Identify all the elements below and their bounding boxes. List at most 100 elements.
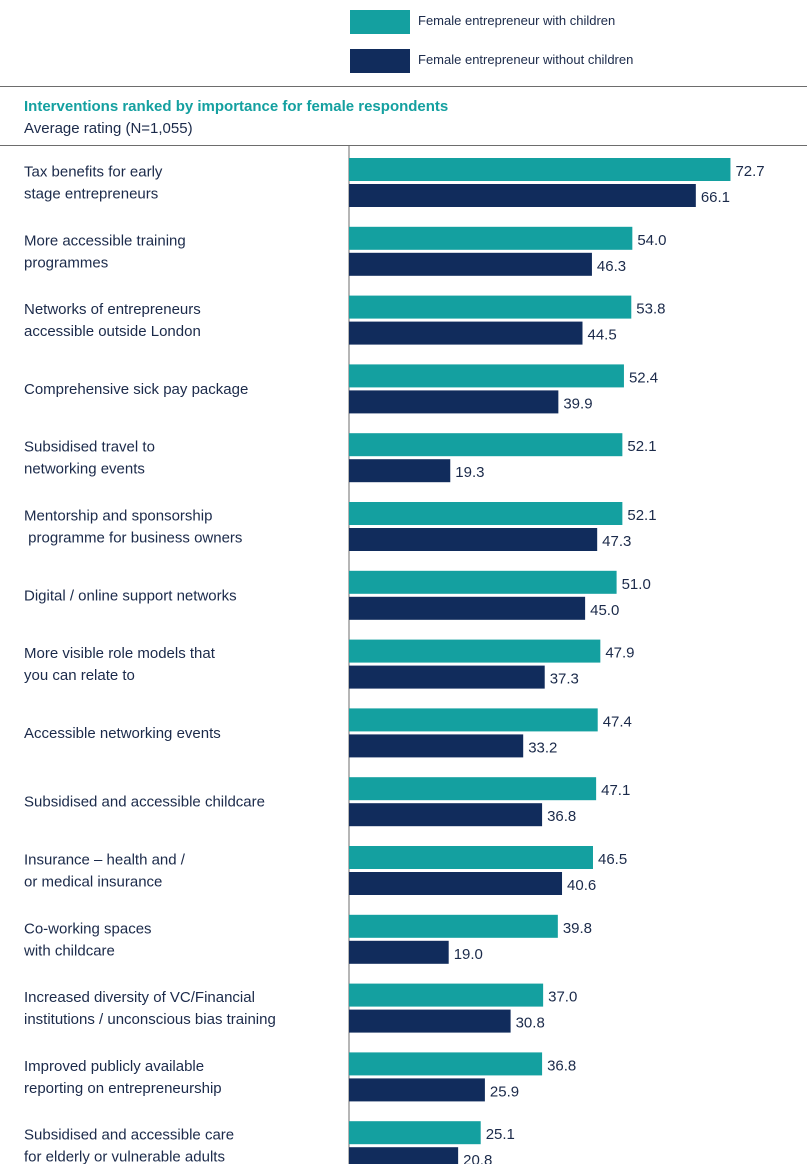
- bar-without-children: [349, 1147, 459, 1164]
- category-label-line: networking events: [24, 461, 145, 478]
- bar-without-children: [349, 1078, 485, 1102]
- category-label: Subsidised and accessible childcare: [24, 794, 265, 811]
- category-label-line: institutions / unconscious bias training: [24, 1011, 276, 1028]
- bar-without-children: [349, 596, 586, 620]
- data-label: 47.4: [603, 713, 632, 730]
- category-label: Subsidised travel to networking events: [24, 439, 155, 478]
- data-label: 39.9: [563, 395, 592, 412]
- category-label: Insurance – health and / or medical insur…: [24, 852, 186, 891]
- bar-with-children: [349, 639, 601, 663]
- category-label: Networks of entrepreneurs accessible outs…: [24, 301, 201, 340]
- data-label: 66.1: [701, 189, 730, 206]
- category-label-line: stage entrepreneurs: [24, 186, 158, 203]
- data-label: 46.5: [598, 851, 627, 868]
- category-label: Tax benefits for early stage entrepreneur…: [24, 164, 163, 203]
- category-label: Comprehensive sick pay package: [24, 381, 248, 398]
- data-label: 47.9: [605, 645, 634, 662]
- legend-label-without-children: Female entrepreneur without children: [418, 52, 634, 67]
- category-label-line: Tax benefits for early: [24, 164, 163, 181]
- bar-without-children: [349, 184, 696, 207]
- category-label-line: Subsidised and accessible childcare: [24, 794, 265, 811]
- bar-with-children: [349, 708, 598, 732]
- category-label: More visible role models that you can rel…: [24, 645, 216, 684]
- data-label: 25.9: [490, 1083, 519, 1100]
- category-label-line: Subsidised and accessible care: [24, 1127, 234, 1144]
- data-label: 52.1: [627, 507, 656, 524]
- legend-swatch-without-children: [350, 49, 410, 73]
- header-divider: [0, 145, 807, 146]
- bar-with-children: [349, 433, 623, 457]
- bar-with-children: [349, 983, 544, 1007]
- data-label: 52.4: [629, 369, 658, 386]
- bar-without-children: [349, 803, 543, 827]
- data-label: 46.3: [597, 258, 626, 275]
- data-label: 52.1: [627, 438, 656, 455]
- chart-subtitle: Average rating (N=1,055): [24, 120, 193, 137]
- category-label: More accessible training programmes: [24, 232, 186, 271]
- bar-with-children: [349, 364, 624, 388]
- category-label: Accessible networking events: [24, 725, 221, 742]
- data-label: 36.8: [547, 808, 576, 825]
- category-label-line: with childcare: [23, 942, 115, 959]
- bar-without-children: [349, 528, 598, 551]
- data-label: 33.2: [528, 739, 557, 756]
- bar-without-children: [349, 665, 545, 689]
- data-label: 25.1: [486, 1126, 515, 1143]
- top-divider: [0, 86, 807, 87]
- bar-with-children: [349, 502, 623, 525]
- data-label: 45.0: [590, 602, 619, 619]
- data-label: 72.7: [735, 163, 764, 180]
- category-label-line: Improved publicly available: [24, 1058, 204, 1075]
- category-label-line: programme for business owners: [24, 530, 242, 547]
- category-label-line: programmes: [24, 254, 108, 271]
- category-label: Digital / online support networks: [24, 587, 237, 604]
- data-label: 20.8: [463, 1152, 492, 1164]
- category-label-line: Subsidised travel to: [24, 439, 155, 456]
- data-label: 30.8: [516, 1015, 545, 1032]
- bar-without-children: [349, 252, 592, 276]
- category-label-line: Networks of entrepreneurs: [24, 301, 201, 318]
- bar-with-children: [349, 846, 593, 869]
- bar-with-children: [349, 1052, 543, 1076]
- data-label: 51.0: [622, 576, 651, 593]
- category-label-line: accessible outside London: [24, 323, 201, 340]
- category-label-line: Comprehensive sick pay package: [24, 381, 248, 398]
- category-label-line: More visible role models that: [24, 645, 216, 662]
- bar-with-children: [349, 295, 632, 319]
- category-label: Mentorship and sponsorship programme for…: [24, 508, 242, 547]
- category-label: Co-working spaces with childcare: [23, 920, 152, 959]
- category-label-line: Accessible networking events: [24, 725, 221, 742]
- bar-without-children: [349, 390, 559, 414]
- bar-with-children: [349, 777, 597, 801]
- category-label-line: or medical insurance: [24, 874, 162, 891]
- category-label-line: reporting on entrepreneurship: [24, 1080, 222, 1097]
- bar-chart: Tax benefits for early stage entrepreneur…: [23, 146, 765, 1164]
- bar-with-children: [349, 226, 633, 250]
- bar-with-children: [349, 570, 617, 594]
- category-label-line: Mentorship and sponsorship: [24, 508, 212, 525]
- legend-swatch-with-children: [350, 10, 410, 34]
- data-label: 36.8: [547, 1057, 576, 1074]
- category-label-line: Digital / online support networks: [24, 587, 237, 604]
- category-label-line: Co-working spaces: [24, 920, 152, 937]
- category-label-line: for elderly or vulnerable adults: [24, 1149, 225, 1164]
- category-label-line: Increased diversity of VC/Financial: [24, 989, 255, 1006]
- bar-with-children: [349, 158, 731, 181]
- category-label: Increased diversity of VC/Financial insti…: [24, 989, 276, 1028]
- data-label: 53.8: [636, 301, 665, 318]
- category-label: Improved publicly available reporting on …: [24, 1058, 222, 1097]
- category-label: Subsidised and accessible care for elderl…: [24, 1127, 234, 1164]
- data-label: 19.0: [454, 946, 483, 963]
- bar-with-children: [349, 914, 558, 938]
- data-label: 37.3: [550, 671, 579, 688]
- data-label: 54.0: [637, 232, 666, 249]
- legend-label-with-children: Female entrepreneur with children: [418, 13, 616, 28]
- bar-without-children: [349, 872, 563, 895]
- chart-title: Interventions ranked by importance for f…: [24, 98, 449, 115]
- bar-without-children: [349, 459, 451, 483]
- bar-without-children: [349, 940, 449, 964]
- data-label: 37.0: [548, 989, 577, 1006]
- data-label: 19.3: [455, 464, 484, 481]
- data-label: 39.8: [563, 920, 592, 937]
- bar-without-children: [349, 734, 524, 758]
